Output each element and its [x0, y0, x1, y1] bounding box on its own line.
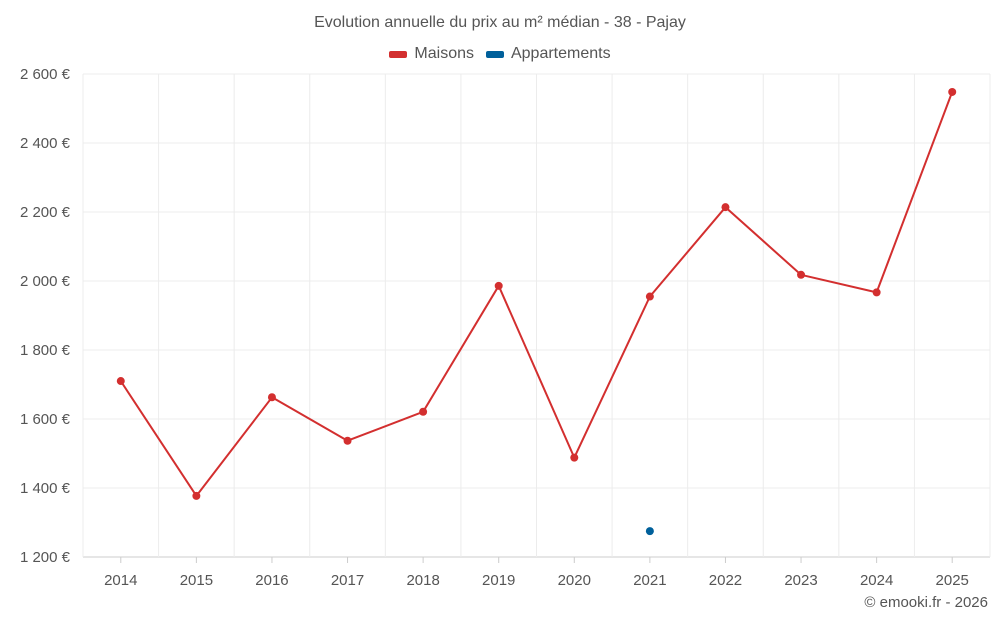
legend-item-maisons[interactable]: Maisons — [389, 45, 474, 63]
credit-text: © emooki.fr - 2026 — [864, 594, 988, 611]
series-line-maisons — [119, 91, 954, 497]
x-tick-label: 2017 — [331, 572, 364, 589]
series-layer — [116, 87, 957, 536]
x-tick-label: 2019 — [482, 572, 515, 589]
data-point-maisons-2014 — [116, 377, 125, 386]
y-axis: 1 200 € 1 400 € 1 600 € 1 800 € 2 000 € 2 200… — [20, 66, 71, 566]
x-tick-label: 2025 — [936, 572, 969, 589]
x-tick-label: 2023 — [784, 572, 817, 589]
data-point-maisons-2025 — [948, 87, 957, 96]
x-tick-label: 2024 — [860, 572, 893, 589]
x-tick-label: 2014 — [104, 572, 137, 589]
data-point-maisons-2024 — [872, 288, 881, 297]
data-point-maisons-2015 — [192, 491, 201, 500]
data-point-maisons-2022 — [721, 203, 730, 212]
x-axis: 2014 2015 2016 2017 2018 2019 2020 2021 2022 2023… — [104, 557, 969, 589]
grid-lines — [82, 73, 991, 558]
x-tick-label: 2015 — [180, 572, 213, 589]
legend-label-appartements: Appartements — [510, 45, 611, 62]
x-tick-label: 2021 — [633, 572, 666, 589]
y-tick-label: 2 200 € — [20, 204, 71, 221]
x-tick-label: 2020 — [558, 572, 591, 589]
legend-item-appartements[interactable]: Appartements — [485, 45, 611, 63]
data-point-maisons-2016 — [267, 393, 276, 402]
data-point-maisons-2019 — [494, 281, 503, 290]
data-point-maisons-2017 — [343, 436, 352, 445]
data-point-maisons-2023 — [797, 270, 806, 279]
legend-label-maisons: Maisons — [414, 45, 474, 62]
x-tick-label: 2022 — [709, 572, 742, 589]
data-point-maisons-2020 — [570, 453, 579, 462]
y-tick-label: 1 200 € — [20, 549, 71, 566]
x-tick-label: 2018 — [406, 572, 439, 589]
data-point-maisons-2018 — [419, 407, 428, 416]
data-point-maisons-2021 — [645, 292, 654, 301]
legend-swatch-maisons — [389, 50, 408, 58]
y-tick-label: 2 400 € — [20, 135, 71, 152]
y-tick-label: 1 600 € — [20, 411, 71, 428]
y-tick-label: 1 800 € — [20, 342, 71, 359]
y-tick-label: 2 000 € — [20, 273, 71, 290]
data-point-appartements-2021 — [645, 527, 654, 536]
y-tick-label: 1 400 € — [20, 480, 71, 497]
legend-swatch-appartements — [485, 50, 504, 58]
y-tick-label: 2 600 € — [20, 66, 71, 83]
chart-legend: Maisons Appartements — [0, 45, 1000, 63]
x-tick-label: 2016 — [255, 572, 288, 589]
chart-title: Evolution annuelle du prix au m² médian … — [314, 14, 686, 31]
